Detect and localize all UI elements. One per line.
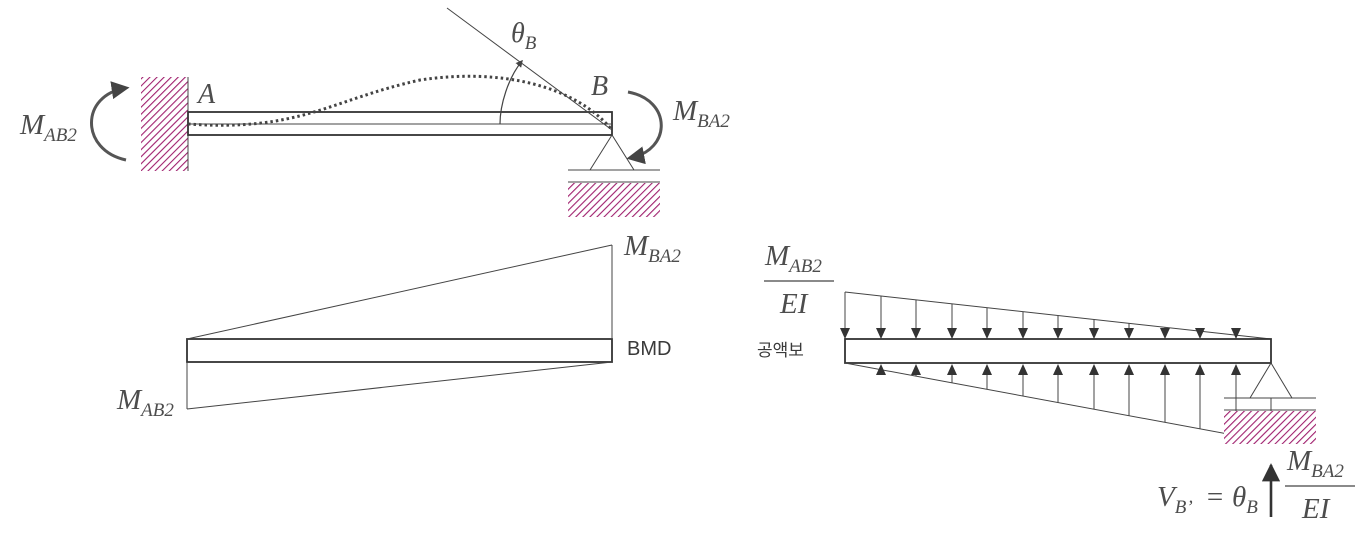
theta-b-arc bbox=[499, 59, 523, 125]
m-ba2-bmd-label: MBA2 bbox=[623, 230, 681, 267]
upper-load-arrowhead-icon bbox=[947, 328, 957, 339]
upper-load-arrowhead-icon bbox=[1089, 328, 1099, 339]
upper-load-arrowhead-icon bbox=[982, 328, 992, 339]
upper-load-arrowhead-icon bbox=[911, 328, 921, 339]
m-ba2-top-label: MBA2 bbox=[672, 95, 730, 132]
equals-sign: = bbox=[1205, 481, 1225, 513]
bmd-beam bbox=[186, 338, 613, 363]
upper-load-arrows bbox=[840, 292, 1241, 339]
moment-arrow-b-icon bbox=[626, 90, 663, 165]
upper-load-arrowhead-icon bbox=[1018, 328, 1028, 339]
bmd-lower-slope bbox=[186, 361, 613, 410]
lower-load-arrowhead-icon bbox=[1018, 364, 1028, 375]
lower-load-arrowhead-icon bbox=[1124, 364, 1134, 375]
bmd-upper-slope bbox=[186, 244, 613, 340]
upper-load-arrowhead-icon bbox=[1053, 328, 1063, 339]
lower-load-arrowhead-icon bbox=[1053, 364, 1063, 375]
point-a-label: A bbox=[196, 79, 216, 110]
frac-top-denominator: EI bbox=[779, 288, 809, 320]
upper-load-arrowhead-icon bbox=[1195, 328, 1205, 339]
moment-arrow-a-icon bbox=[90, 81, 130, 162]
lower-load-arrowhead-icon bbox=[982, 364, 992, 375]
tangent-line bbox=[446, 7, 613, 131]
frac-bottom-denominator: EI bbox=[1301, 493, 1331, 525]
vb-prime-label: VB’ bbox=[1157, 481, 1193, 518]
theta-b-label: θB bbox=[511, 18, 537, 54]
lower-load-arrowhead-icon bbox=[1160, 364, 1170, 375]
upper-load-arrowhead-icon bbox=[1231, 328, 1241, 339]
pin-support-b-icon bbox=[568, 134, 660, 217]
lower-load-arrowhead-icon bbox=[1231, 364, 1241, 375]
frac-bottom-numerator: MBA2 bbox=[1286, 445, 1344, 482]
lower-load-arrowhead-icon bbox=[947, 364, 957, 375]
upper-load-arrowhead-icon bbox=[840, 328, 850, 339]
upper-load-arrowhead-icon bbox=[1160, 328, 1170, 339]
m-ab2-bmd-label: MAB2 bbox=[116, 384, 174, 421]
frac-top-numerator: MAB2 bbox=[764, 240, 822, 277]
lower-load-arrowhead-icon bbox=[911, 364, 921, 375]
lower-load-arrowhead-icon bbox=[1195, 364, 1205, 375]
upper-load-arrowhead-icon bbox=[1124, 328, 1134, 339]
conjugate-beam bbox=[844, 338, 1272, 364]
conjugate-beam-label: 공액보 bbox=[757, 341, 804, 360]
point-b-label: B bbox=[591, 71, 608, 102]
upper-load-arrowhead-icon bbox=[876, 328, 886, 339]
m-ab2-top-label: MAB2 bbox=[19, 109, 77, 146]
lower-load-arrowhead-icon bbox=[1089, 364, 1099, 375]
lower-load-arrows bbox=[876, 364, 1241, 436]
fixed-support-a bbox=[141, 77, 189, 171]
lower-load-arrowhead-icon bbox=[876, 364, 886, 375]
conjugate-pin-support-icon bbox=[1224, 362, 1316, 444]
bmd-label: BMD bbox=[627, 338, 671, 360]
theta-b-eq-label: θB bbox=[1232, 481, 1258, 518]
